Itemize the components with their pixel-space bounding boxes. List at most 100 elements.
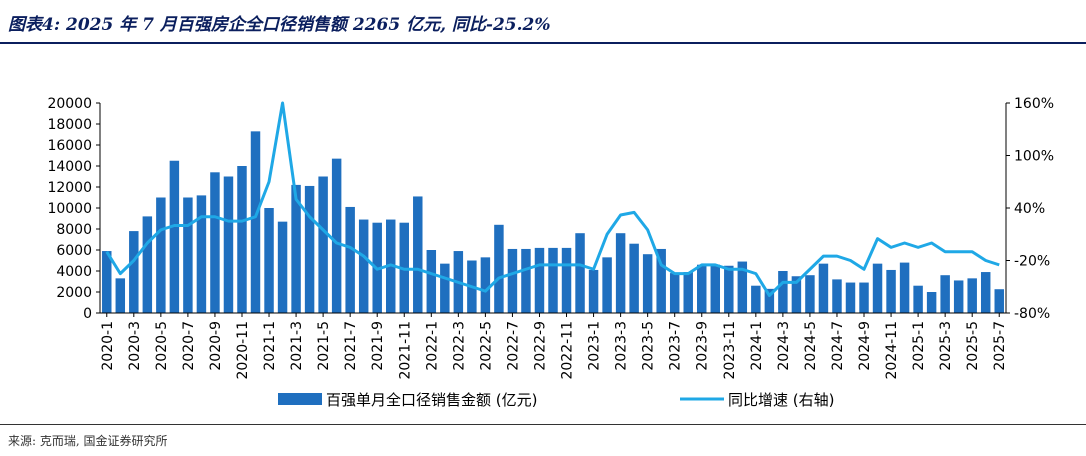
yoy-growth-line [105, 101, 1000, 297]
bar [872, 263, 883, 313]
x-tick-label: 2024-11 [884, 321, 900, 380]
bar [210, 172, 220, 313]
bar [413, 196, 423, 313]
x-tick-label: 2020-5 [154, 321, 170, 371]
x-tick-label: 2023-1 [587, 321, 603, 371]
x-tick-label: 2024-1 [749, 321, 765, 371]
bar [196, 195, 207, 313]
bar [926, 292, 937, 313]
x-tick-label: 2022-7 [505, 321, 521, 371]
left-tick-label: 4000 [56, 264, 92, 280]
bar [764, 288, 775, 313]
x-tick-label: 2022-9 [532, 321, 548, 371]
x-tick-label: 2023-9 [695, 321, 711, 371]
bar [642, 254, 653, 313]
bar [859, 282, 869, 313]
left-tick-label: 12000 [47, 180, 92, 196]
x-tick-label: 2023-5 [641, 321, 657, 371]
bar [575, 233, 585, 313]
bar [778, 271, 788, 313]
bar [156, 197, 166, 313]
bar [548, 247, 558, 313]
bar [967, 278, 977, 313]
bar [291, 184, 301, 313]
bar [845, 282, 856, 313]
x-tick-label: 2021-1 [262, 321, 278, 371]
left-tick-label: 10000 [47, 201, 92, 217]
x-tick-label: 2020-9 [208, 321, 224, 371]
x-tick-label: 2024-7 [830, 321, 846, 371]
bar [534, 247, 545, 313]
bar [223, 176, 234, 313]
bar [426, 250, 437, 313]
x-tick-label: 2021-7 [343, 321, 359, 371]
bar [724, 265, 734, 313]
bar [345, 206, 355, 313]
x-tick-label: 2024-5 [803, 321, 819, 371]
x-tick-label: 2022-3 [451, 321, 467, 371]
x-tick-label: 2025-5 [965, 321, 981, 371]
bar [940, 275, 950, 313]
bar [886, 269, 896, 313]
bar [832, 279, 842, 313]
bar [791, 276, 802, 313]
bar [494, 224, 504, 313]
x-tick-label: 2024-3 [776, 321, 792, 371]
x-tick-label: 2021-9 [370, 321, 386, 371]
x-tick-label: 2023-3 [614, 321, 630, 371]
x-tick-label: 2020-7 [181, 321, 197, 371]
left-tick-label: 2000 [56, 285, 92, 301]
right-tick-label: -20% [1014, 254, 1050, 270]
bar [697, 264, 707, 313]
left-tick-label: 16000 [47, 138, 92, 154]
x-tick-label: 2024-9 [857, 321, 873, 371]
title-divider [0, 42, 1086, 44]
right-tick-label: 160% [1014, 96, 1054, 112]
x-tick-label: 2022-1 [424, 321, 440, 371]
bar [521, 248, 531, 313]
bar [183, 197, 193, 313]
bar [751, 285, 761, 313]
bar [980, 272, 991, 313]
x-tick-label: 2022-5 [478, 321, 494, 371]
left-tick-label: 0 [83, 306, 92, 322]
legend-label-line: 同比增速 (右轴) [728, 391, 834, 409]
right-tick-label: -80% [1014, 306, 1050, 322]
chart-axes: 0 2000 4000 6000 8000 10000 12000 14000 16000 180… [47, 96, 1054, 380]
bar [142, 216, 153, 313]
x-tick-label: 2021-11 [397, 321, 413, 380]
bar [237, 166, 247, 313]
bar [358, 219, 369, 313]
bar [602, 257, 612, 313]
bar [250, 131, 261, 313]
x-tick-label: 2020-1 [100, 321, 116, 371]
chart-title: 图表4: 2025 年 7 月百强房企全口径销售额 2265 亿元, 同比-25… [8, 15, 551, 35]
x-tick-label: 2021-5 [316, 321, 332, 371]
source-note: 来源: 克而瑞, 国金证券研究所 [8, 434, 168, 448]
bar [683, 272, 693, 313]
legend-label-bar: 百强单月全口径销售金额 (亿元) [326, 391, 537, 409]
bar [331, 158, 342, 313]
chart-legend: 百强单月全口径销售金额 (亿元) 同比增速 (右轴) [278, 391, 834, 409]
bar [129, 231, 139, 313]
bar [899, 262, 910, 313]
bar [615, 233, 626, 313]
bar [169, 160, 180, 313]
bar [805, 275, 815, 313]
bar [737, 261, 748, 313]
bar [304, 185, 315, 313]
bar [102, 251, 112, 313]
bar [656, 248, 666, 313]
left-tick-label: 8000 [56, 222, 92, 238]
left-tick-label: 14000 [47, 159, 92, 175]
x-tick-label: 2025-7 [992, 321, 1008, 371]
bar [264, 208, 274, 313]
left-tick-label: 6000 [56, 243, 92, 259]
x-tick-label: 2025-3 [938, 321, 954, 371]
x-tick-label: 2023-7 [668, 321, 684, 371]
legend-swatch-bar [278, 393, 322, 405]
source-divider [0, 424, 1086, 425]
line-series [105, 101, 1000, 297]
x-tick-label: 2025-1 [911, 321, 927, 371]
